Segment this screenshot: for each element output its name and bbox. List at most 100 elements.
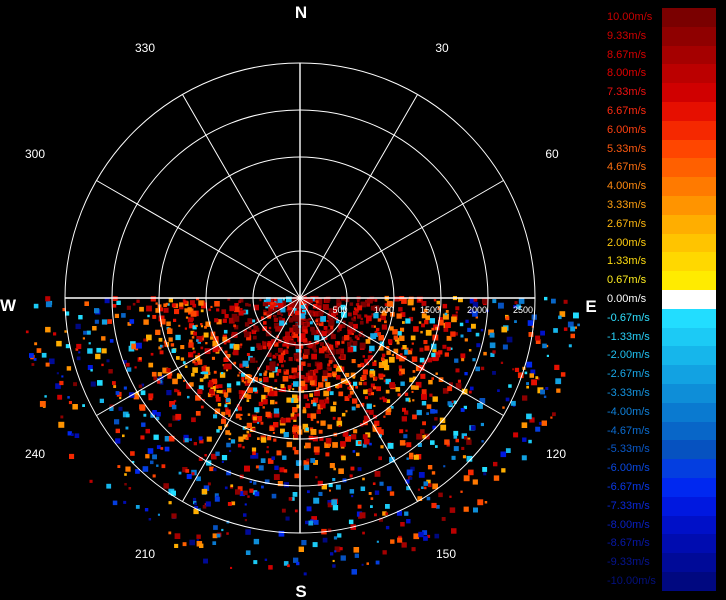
- radar-echo-cell: [563, 299, 568, 304]
- radar-echo-cell: [296, 561, 300, 566]
- radar-echo-cell: [276, 373, 279, 376]
- radar-echo-cell: [309, 393, 314, 398]
- radar-echo-cell: [227, 359, 230, 362]
- radar-echo-cell: [336, 386, 340, 389]
- radar-echo-cell: [399, 368, 405, 375]
- radar-echo-cell: [419, 347, 424, 352]
- radar-echo-cell: [336, 301, 342, 307]
- radar-echo-cell: [263, 376, 269, 383]
- radar-echo-cell: [90, 369, 93, 372]
- radar-echo-cell: [282, 298, 285, 301]
- radar-echo-cell: [196, 534, 201, 539]
- radar-echo-cell: [347, 341, 352, 347]
- radar-echo-cell: [230, 484, 234, 488]
- radar-echo-cell: [174, 309, 180, 315]
- radar-echo-cell: [313, 446, 320, 453]
- radar-echo-cell: [347, 346, 354, 353]
- radar-echo-cell: [164, 343, 168, 347]
- radar-echo-cell: [239, 363, 244, 368]
- radar-echo-cell: [314, 390, 320, 397]
- radar-echo-cell: [522, 395, 528, 401]
- radar-echo-cell: [189, 382, 194, 387]
- radar-echo-cell: [292, 324, 295, 327]
- radar-echo-cell: [409, 455, 414, 460]
- radar-echo-cell: [460, 490, 463, 493]
- radar-echo-cell: [301, 326, 308, 333]
- legend-label: -9.33m/s: [607, 556, 650, 569]
- legend-swatch: [662, 139, 716, 159]
- radar-echo-cell: [403, 434, 408, 439]
- radar-echo-cell: [567, 321, 574, 328]
- radar-echo-cell: [112, 500, 118, 506]
- radar-echo-cell: [209, 389, 214, 394]
- radar-echo-cell: [463, 405, 467, 410]
- radar-echo-cell: [283, 360, 286, 363]
- radar-echo-cell: [215, 451, 220, 456]
- radar-echo-cell: [410, 348, 413, 351]
- radar-echo-cell: [458, 297, 463, 303]
- radar-echo-cell: [358, 333, 362, 337]
- radar-echo-cell: [328, 360, 333, 364]
- radar-echo-cell: [351, 569, 357, 575]
- radar-echo-cell: [221, 372, 224, 375]
- radar-echo-cell: [279, 320, 285, 326]
- radar-echo-cell: [126, 305, 131, 310]
- legend-label: -1.33m/s: [607, 330, 650, 343]
- legend-label: 4.00m/s: [607, 180, 647, 193]
- radar-echo-cell: [228, 414, 231, 417]
- legend-label: 2.67m/s: [607, 217, 647, 230]
- radar-echo-cell: [74, 433, 80, 438]
- radar-echo-cell: [526, 385, 529, 389]
- radar-echo-cell: [445, 322, 451, 328]
- radar-echo-cell: [366, 303, 370, 307]
- radar-echo-cell: [427, 465, 433, 470]
- radar-echo-cell: [44, 395, 47, 398]
- radar-echo-cell: [435, 372, 438, 375]
- radar-echo-cell: [362, 355, 365, 358]
- radar-echo-cell: [469, 386, 474, 391]
- radar-echo-cell: [559, 311, 566, 317]
- radar-echo-cell: [386, 350, 391, 355]
- radar-echo-cell: [375, 560, 380, 565]
- radar-echo-cell: [213, 414, 218, 419]
- radar-echo-cell: [115, 391, 120, 395]
- radar-echo-cell: [363, 438, 370, 445]
- radar-echo-cell: [393, 335, 398, 340]
- radar-echo-cell: [455, 368, 460, 373]
- radar-echo-cell: [389, 491, 395, 496]
- radar-echo-cell: [264, 558, 268, 561]
- radar-echo-cell: [357, 314, 362, 319]
- radar-echo-cell: [336, 420, 343, 427]
- radar-echo-cell: [155, 302, 158, 305]
- radar-echo-cell: [278, 354, 284, 361]
- radar-echo-cell: [250, 455, 254, 459]
- radar-echo-cell: [340, 354, 345, 359]
- radar-echo-cell: [225, 397, 231, 403]
- radar-echo-cell: [145, 454, 150, 459]
- radar-echo-cell: [61, 375, 64, 378]
- radar-echo-cell: [282, 343, 286, 347]
- radar-echo-cell: [224, 395, 228, 399]
- radar-echo-cell: [409, 377, 414, 383]
- radar-echo-cell: [365, 320, 369, 324]
- radar-echo-cell: [449, 495, 452, 498]
- radar-echo-cell: [447, 386, 453, 392]
- radar-echo-cell: [413, 454, 419, 460]
- radar-echo-cell: [451, 400, 454, 403]
- radar-echo-cell: [305, 442, 311, 449]
- radar-echo-cell: [309, 312, 314, 317]
- radar-echo-cell: [333, 467, 336, 471]
- radar-echo-cell: [366, 297, 373, 304]
- radar-echo-cell: [294, 310, 300, 316]
- radar-echo-cell: [291, 333, 294, 336]
- radar-echo-cell: [308, 341, 312, 344]
- radar-echo-cell: [82, 337, 85, 340]
- radar-echo-cell: [305, 318, 309, 322]
- radar-echo-cell: [429, 393, 433, 397]
- radar-echo-cell: [467, 327, 472, 332]
- radar-echo-cell: [254, 491, 260, 497]
- radar-echo-cell: [382, 511, 387, 516]
- radar-echo-cell: [200, 346, 204, 350]
- radar-echo-cell: [273, 302, 277, 306]
- radar-echo-cell: [545, 387, 549, 390]
